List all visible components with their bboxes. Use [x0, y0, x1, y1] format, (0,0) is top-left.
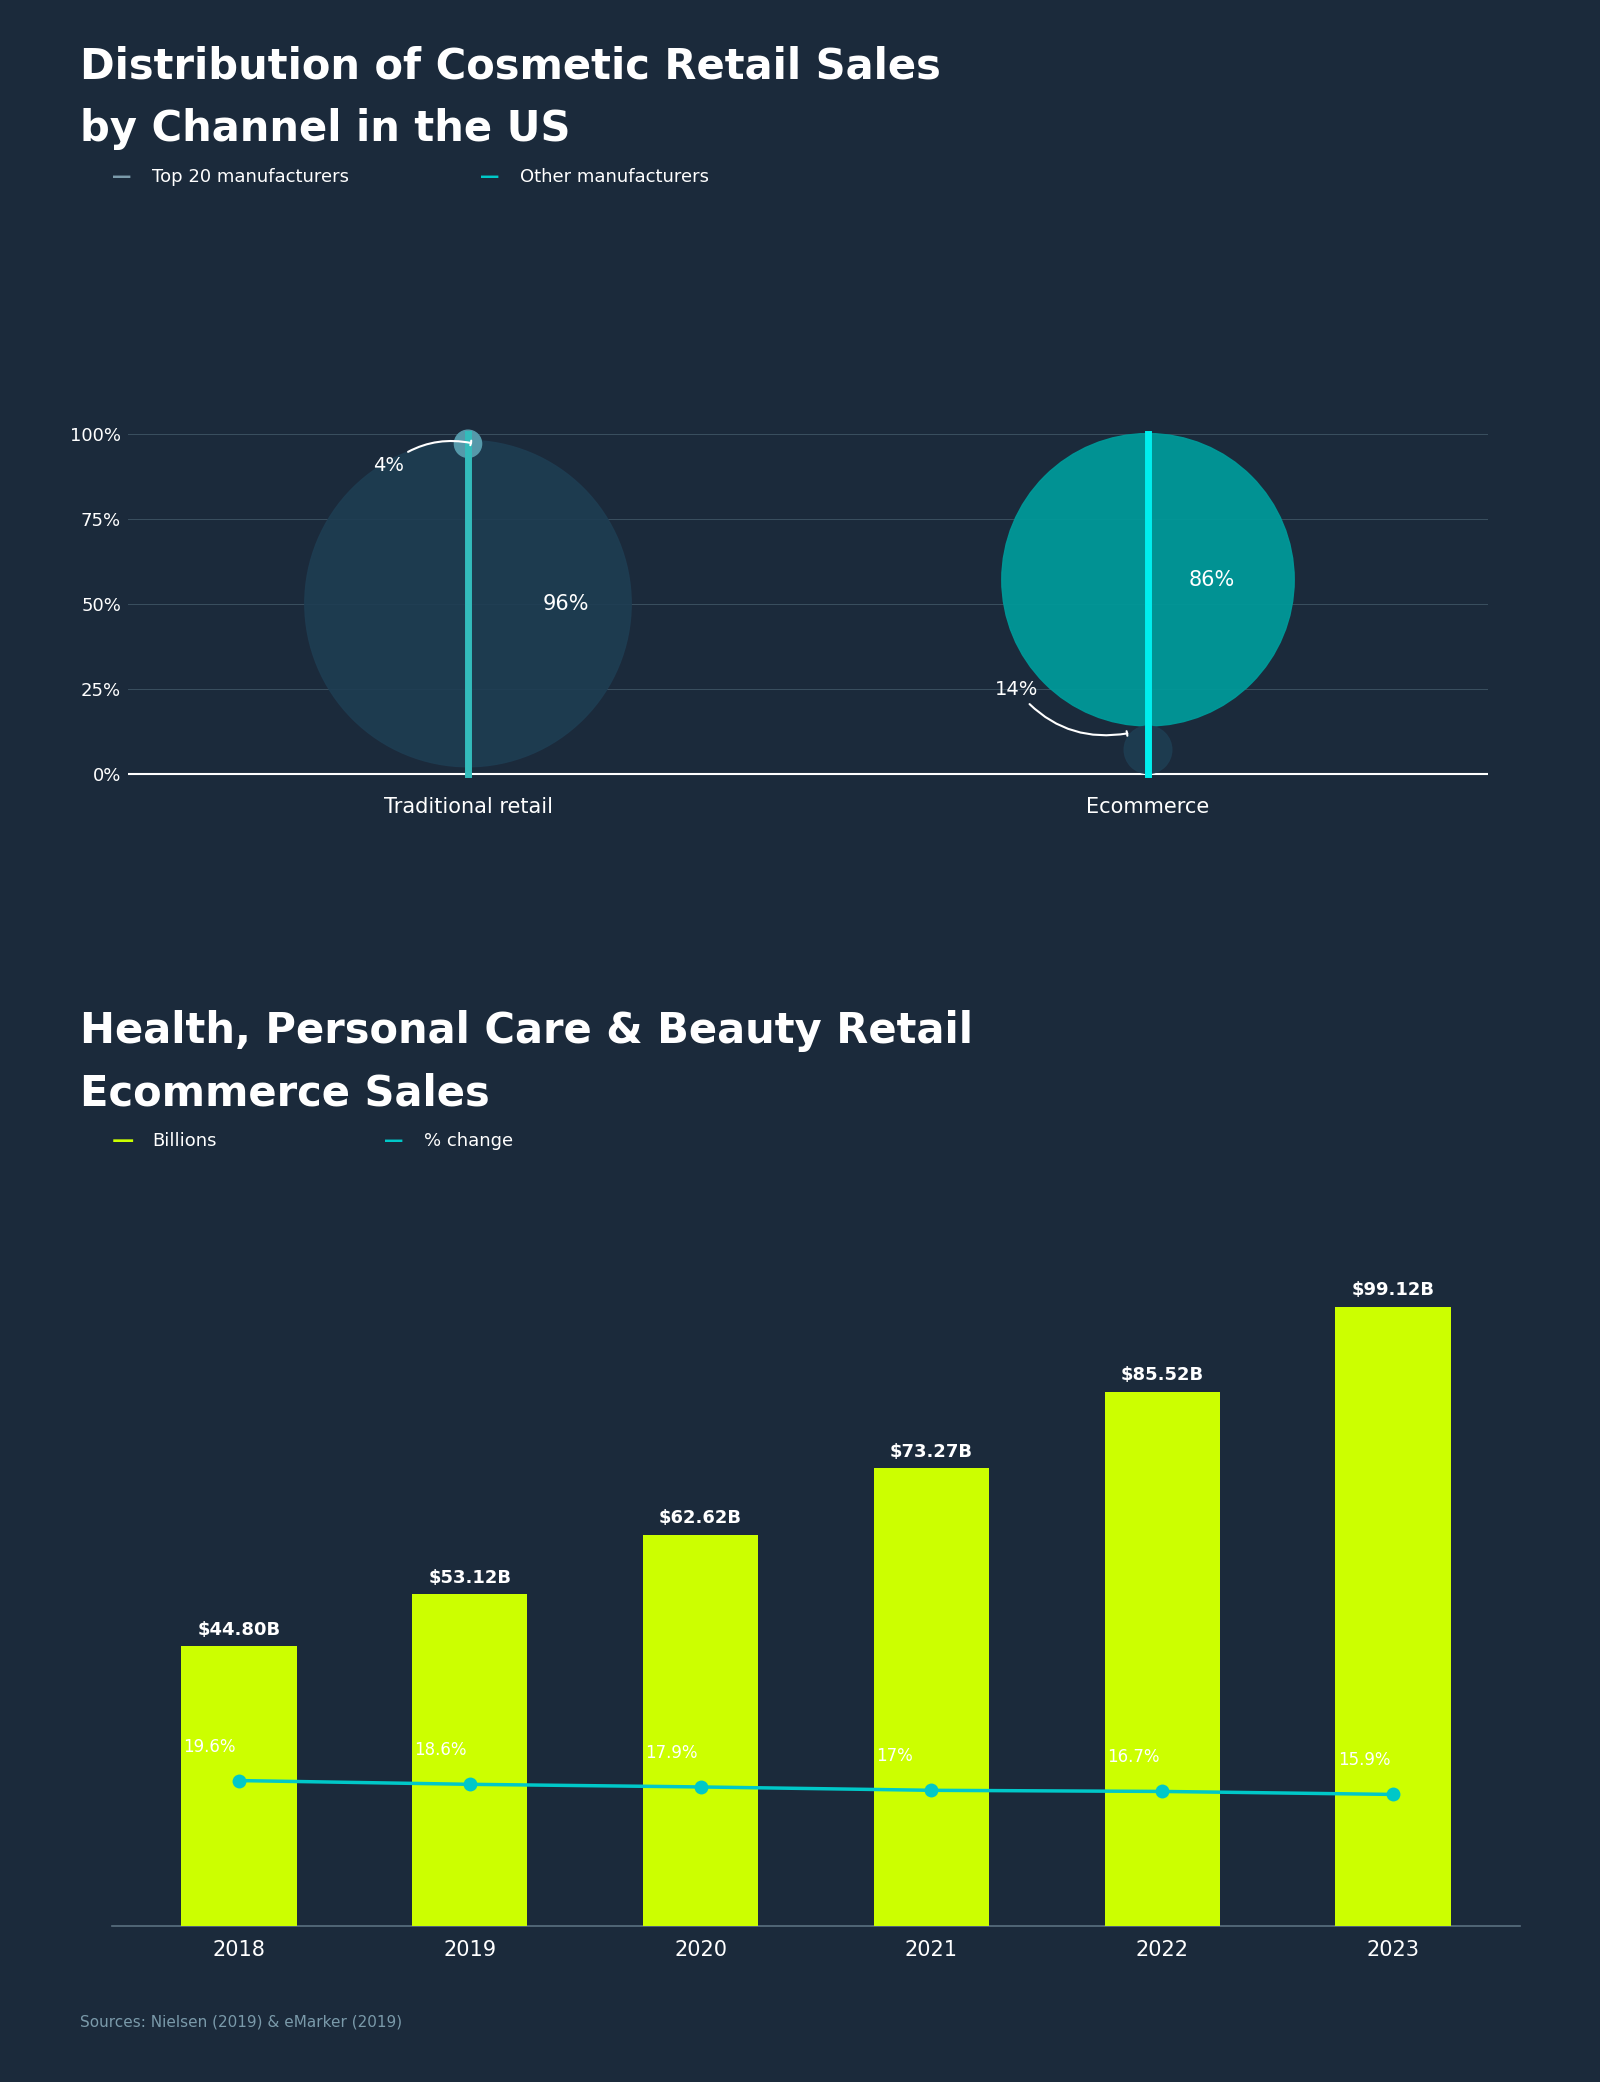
Text: 86%: 86% — [1189, 570, 1235, 589]
Text: 16.7%: 16.7% — [1107, 1749, 1160, 1766]
Text: —: — — [480, 167, 499, 187]
Text: $53.12B: $53.12B — [429, 1568, 512, 1586]
Text: $85.52B: $85.52B — [1120, 1366, 1203, 1385]
Text: Other manufacturers: Other manufacturers — [520, 169, 709, 185]
Text: $99.12B: $99.12B — [1352, 1280, 1435, 1299]
Text: Ecommerce Sales: Ecommerce Sales — [80, 1072, 490, 1114]
Text: 19.6%: 19.6% — [184, 1738, 237, 1755]
Text: Billions: Billions — [152, 1133, 216, 1149]
Text: 96%: 96% — [542, 593, 589, 614]
Text: Distribution of Cosmetic Retail Sales: Distribution of Cosmetic Retail Sales — [80, 46, 941, 87]
Text: Top 20 manufacturers: Top 20 manufacturers — [152, 169, 349, 185]
Circle shape — [1002, 433, 1294, 727]
Text: 15.9%: 15.9% — [1338, 1751, 1390, 1770]
Text: $44.80B: $44.80B — [197, 1620, 280, 1639]
Text: 4%: 4% — [373, 441, 472, 475]
Text: $62.62B: $62.62B — [659, 1509, 742, 1528]
Bar — [643, 1534, 758, 1926]
Circle shape — [304, 441, 630, 766]
Text: —: — — [112, 167, 131, 187]
Text: Health, Personal Care & Beauty Retail: Health, Personal Care & Beauty Retail — [80, 1010, 973, 1051]
Circle shape — [1125, 727, 1171, 775]
Text: —: — — [384, 1131, 403, 1151]
Text: $73.27B: $73.27B — [890, 1443, 973, 1462]
Bar — [874, 1468, 989, 1926]
Text: 14%: 14% — [995, 681, 1128, 735]
Text: 17%: 17% — [877, 1747, 912, 1766]
Text: by Channel in the US: by Channel in the US — [80, 108, 571, 150]
Text: % change: % change — [424, 1133, 514, 1149]
Circle shape — [454, 431, 482, 458]
Text: 17.9%: 17.9% — [645, 1745, 698, 1761]
Text: 18.6%: 18.6% — [414, 1741, 467, 1759]
Text: Sources: Nielsen (2019) & eMarker (2019): Sources: Nielsen (2019) & eMarker (2019) — [80, 2015, 402, 2030]
Text: —: — — [112, 1131, 134, 1151]
Bar — [1336, 1307, 1451, 1926]
Bar — [181, 1647, 296, 1926]
Bar — [413, 1595, 528, 1926]
Bar — [1104, 1391, 1219, 1926]
